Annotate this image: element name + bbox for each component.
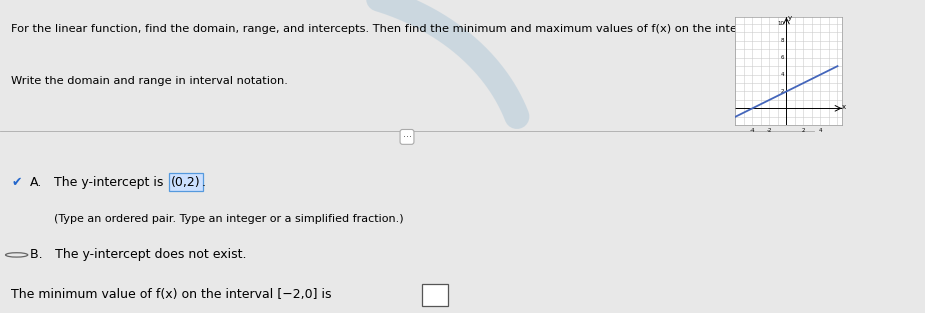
Text: ···: ··· (402, 132, 412, 142)
Text: (0,2): (0,2) (171, 176, 201, 189)
Text: (Type an ordered pair. Type an integer or a simplified fraction.): (Type an ordered pair. Type an integer o… (54, 213, 403, 223)
Text: The minimum value of f(x) on the interval [−2,0] is: The minimum value of f(x) on the interva… (11, 288, 331, 301)
Text: -2: -2 (767, 128, 772, 133)
Text: The y-intercept is: The y-intercept is (54, 176, 163, 189)
Text: .: . (202, 176, 205, 189)
Text: 4: 4 (781, 72, 784, 77)
Text: y: y (788, 15, 792, 21)
Text: 4: 4 (819, 128, 822, 133)
Text: Write the domain and range in interval notation.: Write the domain and range in interval n… (11, 76, 288, 86)
Text: 6: 6 (781, 55, 784, 60)
FancyBboxPatch shape (422, 284, 448, 306)
Text: x: x (842, 104, 846, 110)
Text: 8: 8 (781, 38, 784, 43)
Text: -4: -4 (749, 128, 755, 133)
Text: ✔: ✔ (11, 176, 22, 189)
Text: B. The y-intercept does not exist.: B. The y-intercept does not exist. (30, 249, 246, 261)
Text: For the linear function, find the domain, range, and intercepts. Then find the m: For the linear function, find the domain… (11, 24, 802, 34)
Text: 2: 2 (781, 89, 784, 94)
Text: 10: 10 (777, 22, 784, 27)
Text: 2: 2 (802, 128, 805, 133)
Text: A.: A. (30, 176, 42, 189)
